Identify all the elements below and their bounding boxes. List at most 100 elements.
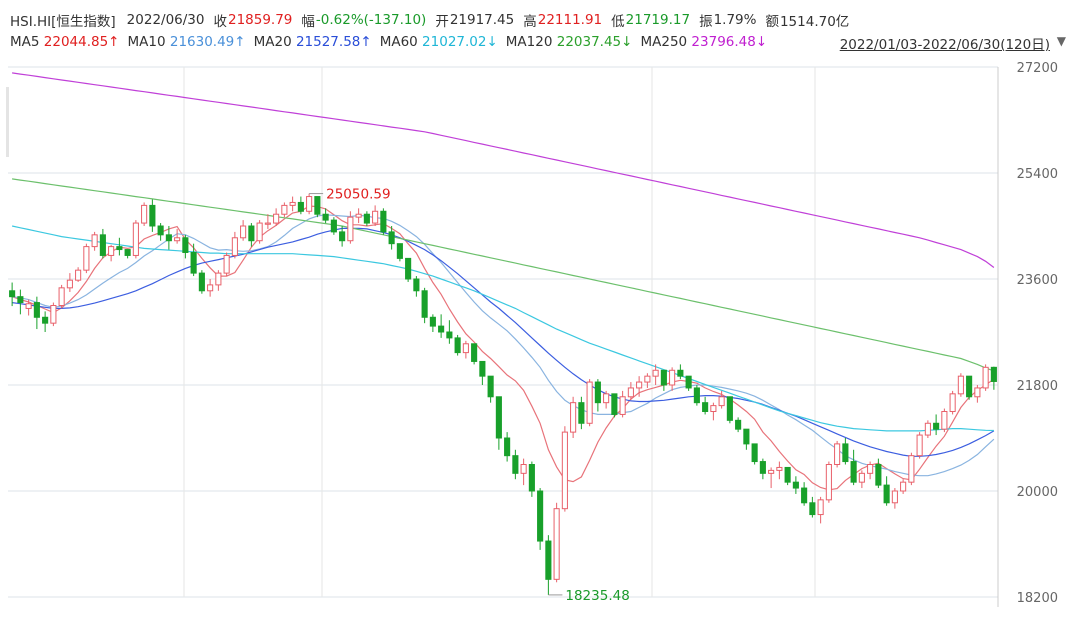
candle <box>792 476 799 494</box>
candle <box>289 196 296 212</box>
ma-legend-label: MA60 <box>379 34 423 50</box>
ma-legend-ma60: MA60 21027.02↓ <box>380 34 498 50</box>
ma-legend-bar: MA5 22044.85↑ MA10 21630.49↑ MA20 21527.58… <box>10 33 775 51</box>
candle <box>908 452 915 486</box>
candle <box>883 476 890 506</box>
candle <box>677 364 684 380</box>
candle <box>495 396 502 450</box>
candle <box>685 375 692 391</box>
candle <box>182 234 189 259</box>
candle <box>429 314 436 332</box>
amplitude-label: 振 <box>699 14 713 30</box>
candle <box>512 449 519 480</box>
candle <box>297 196 304 215</box>
candle <box>949 390 956 415</box>
change-label: 幅 <box>301 14 315 30</box>
candle <box>619 390 626 418</box>
dropdown-triangle-icon[interactable]: ▼ <box>1056 34 1066 48</box>
candle <box>347 211 354 244</box>
ma-legend-ma10: MA10 21630.49↑ <box>128 34 246 50</box>
candle <box>9 282 16 307</box>
candle <box>157 223 164 241</box>
candle <box>561 426 568 512</box>
annotation-label: 18235.48 <box>565 588 629 604</box>
candle <box>669 367 676 391</box>
candle <box>322 208 329 224</box>
candle <box>99 228 106 259</box>
candle <box>149 199 156 232</box>
candle <box>339 226 346 247</box>
candle <box>603 390 610 409</box>
candle <box>25 299 32 316</box>
close-value: 21859.79 <box>227 12 293 28</box>
ma-line-ma20 <box>12 227 995 457</box>
candle <box>248 223 255 247</box>
candle <box>702 396 709 415</box>
date-range-selector[interactable]: 2022/01/03-2022/06/30(120日) <box>839 37 1050 53</box>
candle <box>768 467 775 489</box>
candle <box>413 276 420 297</box>
candle <box>116 237 123 256</box>
candle <box>875 458 882 489</box>
candle <box>454 334 461 356</box>
candle <box>174 228 181 244</box>
candle <box>504 432 511 462</box>
candle <box>50 302 57 327</box>
ma-line-ma10 <box>12 214 995 477</box>
candle <box>240 220 247 241</box>
candle <box>735 417 742 433</box>
amount-value: 1514.70亿 <box>779 14 850 30</box>
ma-line-ma60 <box>11 225 994 432</box>
ma-legend-ma5: MA5 22044.85↑ <box>10 34 120 50</box>
candle <box>710 402 717 421</box>
candle <box>256 220 263 244</box>
candle <box>570 396 577 438</box>
change-value: -0.62%(-137.10) <box>315 12 427 28</box>
candle <box>611 393 618 418</box>
ma-line-ma250 <box>12 72 995 268</box>
y-tick-label: 27200 <box>1017 61 1058 76</box>
candle <box>281 202 288 218</box>
candle <box>586 379 593 427</box>
candle <box>33 296 40 330</box>
candle <box>479 360 486 385</box>
candle <box>372 205 379 226</box>
candle <box>982 364 989 391</box>
scroll-indicator <box>6 87 9 157</box>
candlestick-chart: 25050.59 18235.48 27200 25400 23600 21800 200… <box>6 61 1058 607</box>
candle <box>726 396 733 424</box>
y-tick-label: 18200 <box>1017 591 1058 606</box>
chart-grid <box>6 66 999 607</box>
candle <box>594 379 601 412</box>
candle <box>58 284 65 309</box>
candle <box>817 496 824 524</box>
candle <box>900 479 907 494</box>
candle <box>528 461 535 497</box>
candle <box>190 243 197 277</box>
candle <box>933 414 940 436</box>
quote-info-bar: HSI.HI[恒生指数] 2022/06/30 收 21859.79 幅 -0.62… <box>10 10 854 30</box>
candle <box>91 231 98 251</box>
candle <box>66 273 73 292</box>
candle <box>627 382 634 400</box>
high-label: 高 <box>523 14 537 30</box>
candle <box>198 270 205 294</box>
chart-annotations: 25050.59 18235.48 <box>309 187 630 604</box>
candle <box>132 220 139 259</box>
candle <box>776 461 783 480</box>
candle <box>784 466 791 486</box>
ma-legend-value: 21027.02↓ <box>422 34 498 50</box>
candle <box>264 214 271 229</box>
candle <box>306 193 313 215</box>
ma-legend-ma120: MA120 22037.45↓ <box>506 34 633 50</box>
symbol-name: HSI.HI[恒生指数] <box>10 14 116 30</box>
candle <box>974 385 981 403</box>
candle <box>751 443 758 465</box>
open-value: 21917.45 <box>449 12 515 28</box>
candle <box>916 432 923 459</box>
y-axis: 27200 25400 23600 21800 20000 18200 <box>1017 61 1058 606</box>
candle <box>438 314 445 338</box>
ma-legend-value: 21527.58↑ <box>295 34 372 50</box>
ma-legend-value: 23796.48↓ <box>691 34 768 50</box>
candle <box>17 289 24 315</box>
